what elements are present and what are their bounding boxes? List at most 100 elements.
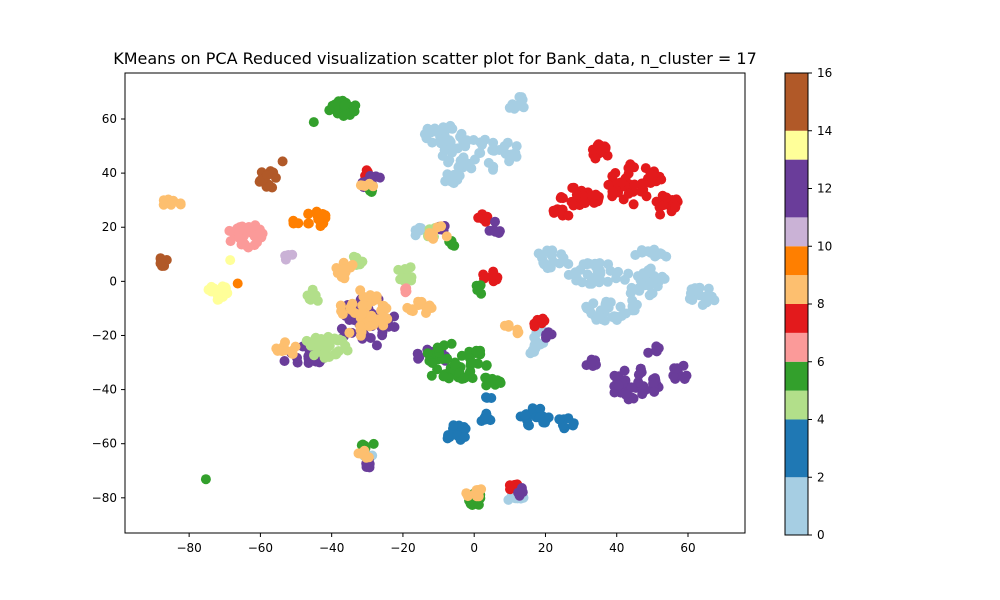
scatter-point-cluster-12 — [649, 386, 660, 397]
colorbar-band — [785, 361, 808, 391]
scatter-point-cluster-0 — [648, 275, 659, 286]
x-tick-label: −80 — [176, 541, 201, 555]
scatter-point-cluster-12 — [377, 330, 388, 341]
colorbar-tick-label: 0 — [817, 528, 825, 542]
scatter-point-cluster-1 — [702, 290, 713, 301]
scatter-point-cluster-0 — [440, 176, 451, 187]
scatter-point-cluster-13 — [212, 294, 223, 305]
scatter-point-cluster-3 — [448, 420, 459, 431]
scatter-point-cluster-5 — [449, 359, 460, 370]
scatter-point-cluster-1 — [416, 223, 426, 234]
colorbar-band — [785, 217, 808, 247]
colorbar-band — [785, 419, 808, 478]
scatter-point-cluster-12 — [490, 226, 501, 237]
scatter-point-cluster-8 — [337, 309, 348, 320]
scatter-point-cluster-7 — [629, 179, 640, 190]
scatter-point-cluster-3 — [443, 430, 453, 441]
y-tick-label: −20 — [92, 328, 117, 342]
scatter-point-cluster-8 — [344, 327, 355, 338]
scatter-point-cluster-5 — [368, 438, 379, 449]
scatter-point-cluster-1 — [590, 258, 600, 269]
scatter-point-cluster-12 — [679, 374, 690, 384]
scatter-point-cluster-5 — [471, 345, 482, 356]
scatter-point-cluster-0 — [437, 150, 448, 161]
scatter-point-cluster-8 — [339, 264, 350, 275]
scatter-point-cluster-7 — [589, 197, 600, 208]
scatter-point-cluster-6 — [243, 222, 254, 232]
scatter-point-cluster-6 — [255, 228, 266, 239]
scatter-point-cluster-7 — [661, 192, 672, 203]
scatter-point-cluster-8 — [290, 341, 301, 352]
scatter-point-cluster-12 — [371, 340, 382, 351]
scatter-point-cluster-12 — [620, 389, 631, 400]
scatter-point-cluster-8 — [357, 300, 368, 311]
scatter-point-cluster-5 — [473, 499, 484, 510]
scatter-point-cluster-1 — [558, 252, 569, 263]
scatter-point-cluster-0 — [483, 157, 494, 168]
scatter-point-cluster-5 — [458, 373, 469, 384]
scatter-point-cluster-0 — [619, 274, 630, 285]
scatter-point-cluster-1 — [709, 295, 720, 306]
scatter-point-cluster-0 — [511, 151, 522, 162]
scatter-point-cluster-9 — [314, 214, 324, 225]
scatter-point-cluster-1 — [605, 265, 616, 276]
scatter-point-cluster-0 — [447, 147, 457, 158]
scatter-point-cluster-7 — [623, 188, 634, 199]
scatter-point-cluster-12 — [374, 172, 385, 183]
colorbar-tick-label: 2 — [817, 470, 825, 484]
scatter-point-cluster-8 — [371, 292, 382, 303]
scatter-point-cluster-7 — [568, 200, 579, 211]
scatter-point-cluster-8 — [462, 491, 473, 502]
colorbar-tick-label: 14 — [817, 124, 832, 138]
scatter-point-cluster-8 — [358, 180, 368, 191]
scatter-point-cluster-8 — [356, 448, 367, 459]
scatter-point-cluster-0 — [477, 139, 487, 150]
scatter-point-cluster-12 — [414, 352, 425, 363]
scatter-point-cluster-0 — [609, 311, 620, 322]
scatter-point-cluster-12 — [643, 347, 654, 358]
scatter-point-cluster-7 — [641, 191, 652, 202]
scatter-point-cluster-8 — [277, 346, 287, 357]
scatter-point-cluster-8 — [347, 298, 358, 309]
scatter-point-cluster-0 — [615, 301, 626, 312]
scatter-point-cluster-3 — [481, 392, 491, 403]
scatter-point-cluster-7 — [648, 170, 659, 181]
scatter-point-cluster-7 — [628, 199, 639, 210]
scatter-point-cluster-0 — [419, 129, 430, 140]
colorbar-band — [785, 332, 808, 362]
x-tick-label: 40 — [609, 541, 624, 555]
scatter-point-cluster-7 — [504, 480, 515, 491]
scatter-point-cluster-7 — [556, 192, 567, 202]
scatter-point-cluster-7 — [590, 153, 601, 164]
scatter-point-cluster-0 — [584, 305, 595, 316]
scatter-point-cluster-8 — [364, 321, 375, 332]
scatter-point-cluster-5 — [481, 372, 492, 383]
scatter-point-cluster-6 — [252, 237, 262, 248]
scatter-point-cluster-3 — [520, 410, 531, 421]
scatter-point-cluster-12 — [517, 487, 528, 498]
scatter-point-cluster-0 — [645, 247, 656, 258]
scatter-point-cluster-12 — [490, 216, 500, 227]
scatter-point-cluster-13 — [217, 281, 228, 292]
scatter-point-cluster-4 — [331, 349, 342, 360]
scatter-point-cluster-0 — [517, 94, 528, 105]
scatter-point-cluster-12 — [364, 462, 375, 473]
scatter-point-cluster-4 — [406, 272, 417, 283]
colorbar-band — [785, 73, 808, 131]
scatter-point-cluster-7 — [587, 144, 598, 155]
scatter-point-cluster-12 — [344, 315, 355, 325]
scatter-point-cluster-12 — [365, 333, 376, 343]
scatter-point-cluster-7 — [655, 209, 666, 220]
scatter-point-cluster-14 — [262, 170, 273, 181]
scatter-point-cluster-0 — [511, 101, 522, 112]
scatter-point-cluster-1 — [529, 340, 540, 351]
scatter-point-cluster-7 — [549, 207, 559, 218]
scatter-point-cluster-4 — [320, 352, 331, 363]
scatter-point-cluster-5 — [446, 338, 457, 349]
scatter-point-cluster-8 — [175, 198, 186, 209]
colorbar-tick-label: 6 — [817, 355, 825, 369]
scatter-point-cluster-0 — [463, 158, 474, 169]
scatter-point-cluster-5 — [438, 371, 449, 382]
scatter-point-cluster-13 — [225, 255, 236, 266]
colorbar-band — [785, 130, 808, 160]
